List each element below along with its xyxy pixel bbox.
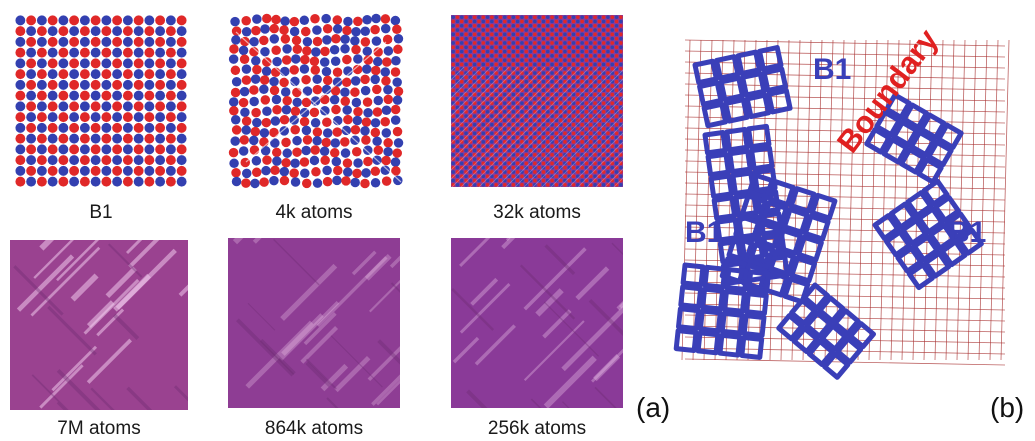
- snapshot-256k-atoms: [451, 238, 623, 408]
- snapshot-7m-atoms: [10, 240, 188, 410]
- caption-32k-atoms: 32k atoms: [442, 202, 632, 224]
- snapshot-32k-atoms: [451, 15, 623, 187]
- caption-256k-atoms: 256k atoms: [442, 418, 632, 440]
- region-label-b1-left: B1: [685, 216, 723, 250]
- panel-b-label: (b): [990, 392, 1024, 424]
- panel-a-label: (a): [636, 392, 670, 424]
- caption-864k-atoms: 864k atoms: [219, 418, 409, 440]
- caption-b1: B1: [6, 202, 196, 224]
- caption-7m-atoms: 7M atoms: [4, 418, 194, 440]
- region-label-b1-right: B1: [948, 216, 986, 250]
- snapshot-4k-atoms: [226, 12, 406, 190]
- region-label-b1-top: B1: [813, 53, 851, 87]
- snapshot-864k-atoms: [228, 238, 400, 408]
- b1-lattice-image: [15, 15, 187, 187]
- caption-4k-atoms: 4k atoms: [219, 202, 409, 224]
